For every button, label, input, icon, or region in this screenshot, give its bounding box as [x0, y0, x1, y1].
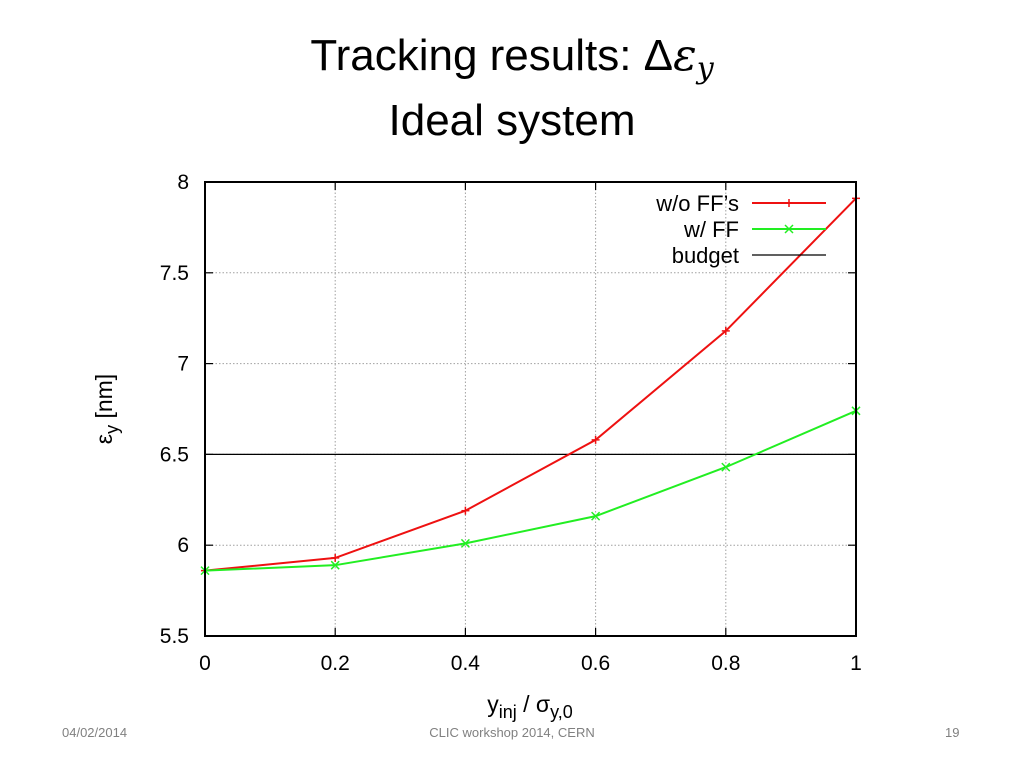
- title-line2: Ideal system: [388, 96, 636, 145]
- epsilon-subscript: y: [696, 51, 714, 86]
- series-line-0: [204, 197, 857, 572]
- x-tick-label: 0.4: [451, 652, 481, 675]
- epsilon-symbol: ε: [673, 30, 697, 81]
- y-axis-label: εy [nm]: [91, 374, 122, 444]
- x-tick-label: 0.8: [711, 652, 740, 675]
- y-tick-label: 8: [177, 171, 189, 194]
- legend-label: w/o FF’s: [655, 191, 739, 216]
- y-tick-label: 7.5: [160, 262, 189, 285]
- cross-marker: [784, 224, 794, 234]
- y-tick-label: 7: [177, 353, 189, 376]
- footer-date: 04/02/2014: [62, 725, 128, 740]
- cross-marker: [330, 560, 340, 570]
- x-tick-label: 1: [850, 652, 862, 675]
- y-tick-label: 6.5: [160, 443, 189, 466]
- plot-frame: [204, 181, 857, 637]
- legend-label: w/ FF: [683, 217, 739, 242]
- title-prefix: Tracking results: Δ: [310, 31, 674, 80]
- slide-title: Tracking results: Δεy Ideal system: [0, 30, 1024, 147]
- series-line-1: [204, 409, 857, 572]
- cross-marker: [721, 462, 731, 472]
- x-axis-label: yinj / σy,0: [487, 691, 573, 722]
- footer-event: CLIC workshop 2014, CERN: [429, 725, 595, 740]
- y-tick-label: 5.5: [160, 625, 189, 648]
- footer-page-number: 19: [945, 725, 960, 740]
- x-tick-label: 0: [199, 652, 211, 675]
- y-tick-label: 6: [177, 534, 189, 557]
- legend-label: budget: [672, 243, 739, 268]
- x-tick-label: 0.6: [581, 652, 610, 675]
- cross-marker: [591, 511, 601, 521]
- x-tick-label: 0.2: [321, 652, 350, 675]
- cross-marker: [460, 538, 470, 548]
